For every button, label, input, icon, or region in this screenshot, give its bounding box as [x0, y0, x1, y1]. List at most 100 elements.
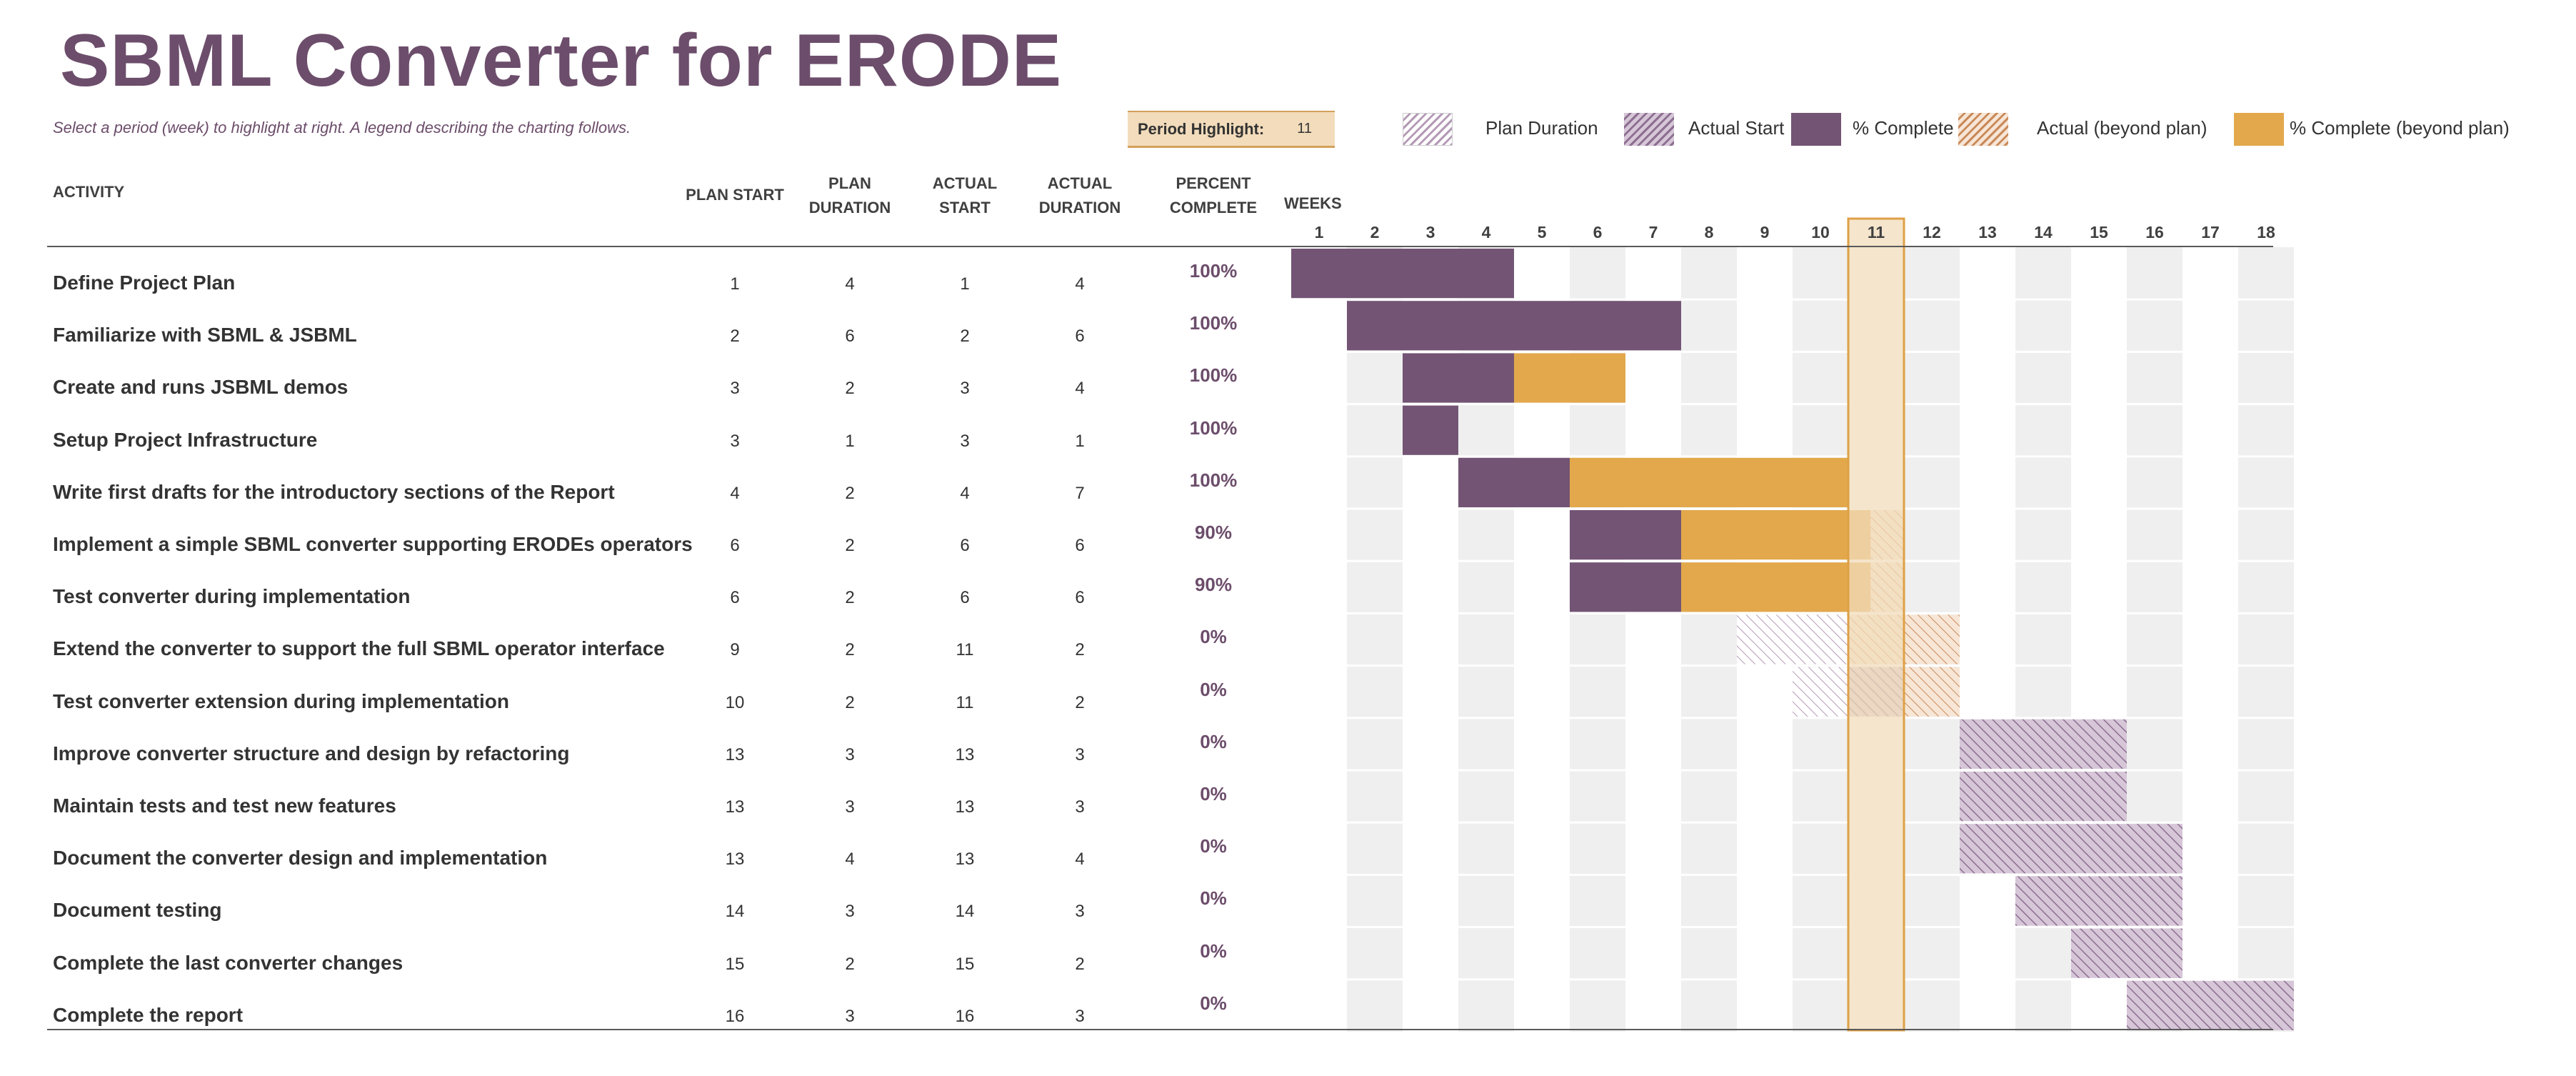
- week-column-18: [2238, 247, 2294, 1032]
- task-actual-duration: 2: [1075, 640, 1085, 660]
- page-title: SBML Converter for ERODE: [60, 19, 1063, 102]
- week-number: 15: [2090, 223, 2108, 241]
- task-plan-duration: 2: [845, 588, 855, 608]
- task-percent-complete: 0%: [1200, 783, 1227, 804]
- header-actual-start-line1: ACTUAL: [932, 174, 998, 192]
- task-percent-complete: 0%: [1200, 940, 1227, 962]
- task-plan-duration: 2: [845, 640, 855, 660]
- bar-percent-complete-beyond-plan: [1681, 562, 1871, 612]
- task-actual-start: 13: [955, 850, 975, 870]
- header-actual-start: ACTUAL START: [904, 171, 1026, 220]
- task-percent-complete: 100%: [1189, 469, 1238, 491]
- task-actual-duration: 6: [1075, 536, 1085, 555]
- task-plan-duration: 4: [845, 274, 855, 294]
- task-plan-duration: 2: [845, 692, 855, 712]
- task-percent-complete: 100%: [1189, 312, 1238, 334]
- task-actual-start: 14: [955, 902, 975, 922]
- task-activity: Create and runs JSBML demos: [53, 376, 349, 399]
- task-activity: Extend the converter to support the full…: [53, 637, 665, 660]
- task-plan-duration: 2: [845, 536, 855, 555]
- header-weeks: WEEKS: [1284, 194, 1342, 212]
- header-actual-duration: ACTUAL DURATION: [1019, 171, 1141, 220]
- period-highlight-value[interactable]: 11: [1297, 121, 1312, 136]
- row-separator: [1291, 821, 2294, 824]
- task-actual-start: 3: [960, 431, 970, 451]
- row-separator: [1291, 298, 2294, 301]
- task-actual-start: 15: [955, 954, 975, 974]
- header-activity: ACTIVITY: [53, 183, 125, 201]
- week-number: 1: [1314, 223, 1324, 241]
- row-separator: [1291, 717, 2294, 719]
- week-number: 3: [1425, 223, 1435, 241]
- row-separator: [1291, 873, 2294, 876]
- task-plan-start: 13: [725, 850, 745, 870]
- header-plan-duration: PLAN DURATION: [789, 171, 911, 220]
- task-plan-duration: 3: [845, 902, 855, 922]
- bar-percent-complete: [1570, 562, 1681, 612]
- task-actual-start: 3: [960, 379, 970, 399]
- row-separator: [1291, 769, 2294, 772]
- task-actual-duration: 4: [1075, 850, 1085, 870]
- bar-plan-duration: [1793, 667, 1848, 717]
- bar-plan-duration: [1737, 614, 1848, 664]
- header-plan-duration-line1: PLAN: [828, 174, 871, 192]
- header-percent-complete: PERCENT COMPLETE: [1153, 171, 1274, 220]
- legend-label-plan: Plan Duration: [1485, 117, 1598, 139]
- bar-percent-complete-beyond-plan: [1681, 510, 1871, 560]
- task-plan-start: 9: [730, 640, 740, 660]
- week-column-8: [1681, 247, 1737, 1032]
- task-actual-duration: 2: [1075, 954, 1085, 974]
- bar-percent-complete-beyond-plan: [1570, 457, 1848, 507]
- week-number: 4: [1481, 223, 1491, 241]
- bar-actual-start: [2127, 980, 2294, 1030]
- header-actual-duration-line1: ACTUAL: [1047, 174, 1113, 192]
- task-activity: Test converter extension during implemen…: [53, 689, 509, 712]
- legend-label-complete-beyond: % Complete (beyond plan): [2290, 117, 2510, 139]
- row-separator: [1291, 612, 2294, 614]
- week-number: 12: [1923, 223, 1941, 241]
- bar-actual-beyond-plan: [1904, 667, 1960, 717]
- task-plan-duration: 2: [845, 954, 855, 974]
- period-highlight-field[interactable]: Period Highlight: 11: [1128, 111, 1335, 148]
- task-activity: Complete the last converter changes: [53, 951, 404, 974]
- task-plan-start: 1: [730, 274, 740, 294]
- week-number: 17: [2201, 223, 2220, 241]
- legend-label-actual: Actual Start: [1688, 117, 1785, 139]
- task-actual-start: 13: [955, 797, 975, 817]
- bar-actual-start: [1960, 719, 2127, 769]
- task-actual-duration: 3: [1075, 744, 1085, 764]
- task-plan-start: 16: [725, 1006, 745, 1026]
- bar-percent-complete: [1403, 405, 1458, 455]
- task-percent-complete: 90%: [1194, 522, 1233, 543]
- task-plan-start: 2: [730, 327, 740, 347]
- bar-percent-complete: [1403, 353, 1514, 403]
- footer-rule: [47, 1029, 2273, 1030]
- task-plan-duration: 2: [845, 379, 855, 399]
- task-percent-complete: 0%: [1200, 835, 1227, 857]
- week-number: 6: [1593, 223, 1603, 241]
- row-separator: [1291, 978, 2294, 981]
- task-actual-duration: 1: [1075, 431, 1085, 451]
- task-plan-start: 14: [725, 902, 745, 922]
- bar-percent-complete: [1570, 510, 1681, 560]
- task-plan-start: 3: [730, 431, 740, 451]
- task-plan-start: 6: [730, 536, 740, 555]
- legend-swatch-plan: [1403, 113, 1453, 146]
- header-percent-complete-line1: PERCENT: [1176, 174, 1251, 192]
- task-percent-complete: 100%: [1189, 260, 1238, 282]
- task-actual-duration: 6: [1075, 327, 1085, 347]
- task-actual-start: 6: [960, 588, 970, 608]
- task-actual-start: 1: [960, 274, 970, 294]
- bar-percent-complete: [1291, 249, 1514, 299]
- row-separator: [1291, 664, 2294, 667]
- task-activity: Maintain tests and test new features: [53, 794, 396, 817]
- task-actual-duration: 2: [1075, 692, 1085, 712]
- task-plan-duration: 2: [845, 483, 855, 503]
- header-actual-duration-line2: DURATION: [1038, 199, 1121, 216]
- legend-label-beyond: Actual (beyond plan): [2037, 117, 2207, 139]
- task-percent-complete: 0%: [1200, 887, 1227, 910]
- task-percent-complete: 0%: [1200, 730, 1227, 752]
- week-number: 5: [1537, 223, 1547, 241]
- task-plan-duration: 6: [845, 327, 855, 347]
- task-activity: Implement a simple SBML converter suppor…: [53, 533, 693, 555]
